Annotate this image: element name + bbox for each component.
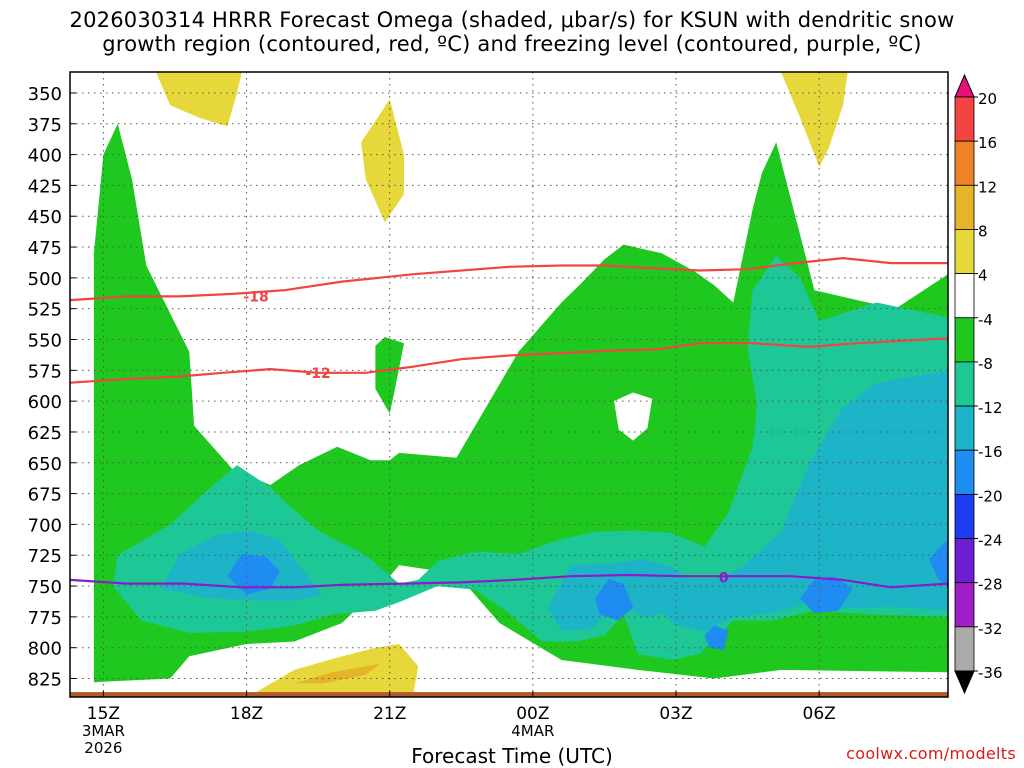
colorbar-label-11: -28 [978, 576, 1003, 594]
x-tick-label-06Z-0: 06Z [803, 704, 836, 724]
colorbar-bin-8 [954, 449, 975, 495]
colorbar-label-0: 20 [978, 90, 997, 108]
y-tick-label-775: 775 [28, 608, 62, 629]
omega-region-8 [594, 578, 634, 621]
y-tick-label-825: 825 [28, 670, 62, 691]
omega-region-11 [928, 539, 948, 587]
omega-region-12 [155, 72, 242, 127]
x-tick-label-00Z-1: 4MAR [511, 722, 554, 740]
x-tick-label-15Z-0: 15Z [87, 704, 120, 724]
omega-region-13 [361, 99, 404, 223]
chart-title: 2026030314 HRRR Forecast Omega (shaded, … [0, 8, 1024, 56]
x-tick-label-18Z-0: 18Z [230, 704, 263, 724]
colorbar-label-12: -32 [978, 620, 1003, 638]
omega-region-16 [294, 663, 381, 684]
y-tick-label-750: 750 [28, 577, 62, 598]
colorbar-bin-5 [954, 317, 975, 363]
y-tick-label-675: 675 [28, 485, 62, 506]
colorbar-bin-4 [954, 273, 975, 319]
colorbar-label-2: 12 [978, 178, 997, 196]
y-tick-label-800: 800 [28, 639, 62, 660]
colorbar-bin-6 [954, 361, 975, 407]
y-tick-label-650: 650 [28, 454, 62, 475]
colorbar-bottom-arrow [954, 670, 975, 695]
y-tick-label-450: 450 [28, 207, 62, 228]
title-line-2: growth region (contoured, red, ºC) and f… [102, 32, 922, 56]
colorbar-bin-3 [954, 229, 975, 275]
contour-m18-line [70, 257, 948, 302]
colorbar-label-9: -20 [978, 487, 1003, 505]
contour-0-label: 0 [719, 570, 729, 586]
ground-bar [70, 692, 948, 697]
contour-m12-line [70, 337, 948, 384]
y-tick-label-700: 700 [28, 515, 62, 536]
plot-frame [69, 71, 949, 698]
colorbar-label-1: 16 [978, 134, 997, 152]
omega-region-1 [375, 337, 404, 414]
x-tick-label-03Z-0: 03Z [659, 704, 692, 724]
colorbar: 20 16 12 8 4 -4 -8 -12 -16 -20 -24 -28 -32 -36 [954, 73, 1003, 695]
contour-m12-label: -12 [305, 366, 330, 382]
omega-region-14 [781, 72, 848, 167]
y-tick-label-400: 400 [28, 146, 62, 167]
colorbar-label-8: -16 [978, 443, 1003, 461]
contour-m18-label: -18 [243, 289, 268, 305]
contour-0-line [70, 573, 948, 589]
omega-region-7 [227, 554, 280, 595]
omega-region-6 [547, 370, 948, 632]
contours: -18 -12 0 [70, 257, 948, 589]
colorbar-label-10: -24 [978, 532, 1003, 550]
colorbar-label-13: -36 [978, 664, 1003, 682]
title-line-1: 2026030314 HRRR Forecast Omega (shaded, … [69, 8, 955, 32]
omega-region-9 [704, 625, 729, 651]
y-tick-label-475: 475 [28, 238, 62, 259]
y-tick-label-550: 550 [28, 331, 62, 352]
colorbar-label-6: -8 [978, 355, 993, 373]
y-tick-label-525: 525 [28, 300, 62, 321]
site-credit[interactable]: coolwx.com/modelts [846, 744, 1016, 763]
colorbar-bin-12 [954, 626, 975, 672]
x-tick-label-15Z-1: 3MAR [82, 722, 125, 740]
omega-region-4 [112, 255, 948, 660]
omega-shading [93, 72, 948, 693]
colorbar-bin-0 [954, 96, 975, 142]
omega-region-10 [800, 576, 853, 614]
omega-region-2 [614, 392, 653, 441]
colorbar-bin-11 [954, 582, 975, 628]
colorbar-label-4: 4 [978, 267, 988, 285]
colorbar-bin-7 [954, 405, 975, 451]
y-tick-label-600: 600 [28, 392, 62, 413]
colorbar-label-5: -4 [978, 311, 993, 329]
x-tick-label-21Z-0: 21Z [373, 704, 406, 724]
y-tick-label-425: 425 [28, 176, 62, 197]
y-tick-label-725: 725 [28, 546, 62, 567]
y-tick-label-625: 625 [28, 423, 62, 444]
colorbar-label-7: -12 [978, 399, 1003, 417]
y-tick-label-500: 500 [28, 269, 62, 290]
x-tick-label-15Z-2: 2026 [84, 739, 122, 757]
colorbar-bin-9 [954, 493, 975, 539]
colorbar-bin-10 [954, 538, 975, 584]
colorbar-bin-1 [954, 140, 975, 186]
colorbar-bin-2 [954, 184, 975, 230]
y-tick-label-350: 350 [28, 84, 62, 105]
x-tick-label-00Z-0: 00Z [516, 704, 549, 724]
y-tick-label-375: 375 [28, 115, 62, 136]
colorbar-top-arrow [954, 73, 975, 98]
gridlines [70, 72, 948, 697]
colorbar-label-3: 8 [978, 222, 988, 240]
x-axis-label: Forecast Time (UTC) [411, 744, 613, 768]
y-tick-label-575: 575 [28, 361, 62, 382]
omega-region-15 [256, 644, 419, 693]
